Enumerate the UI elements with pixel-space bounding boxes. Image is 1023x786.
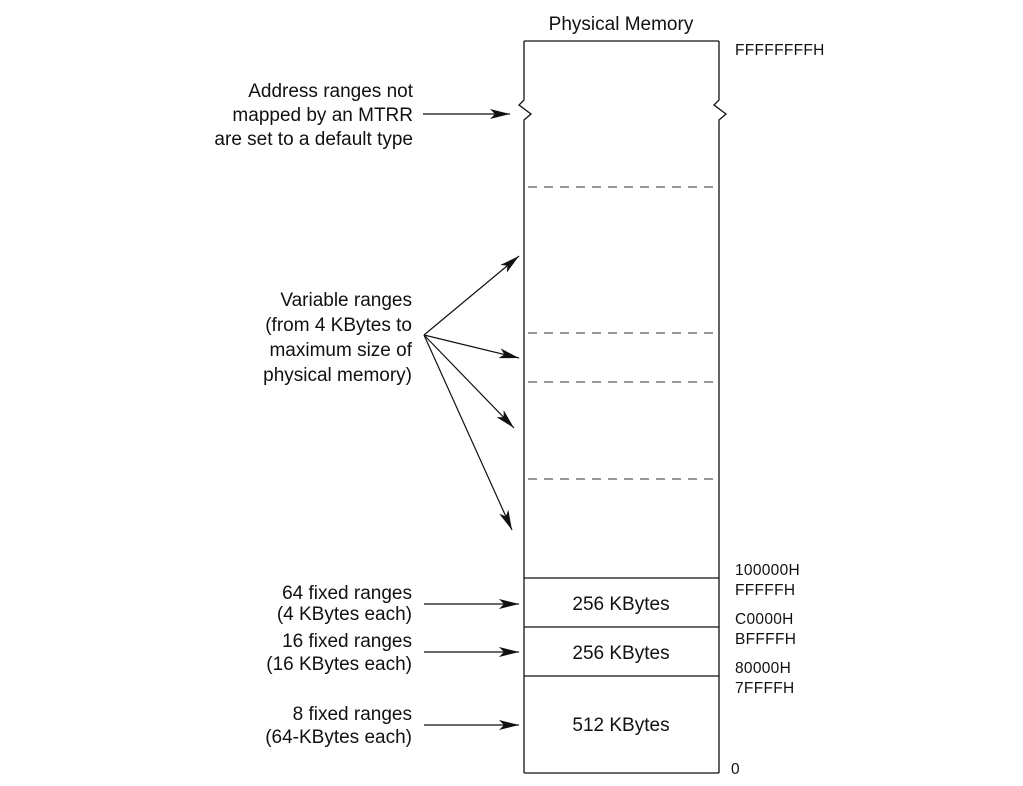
memory-column bbox=[518, 40, 728, 774]
annotation-line: Variable ranges bbox=[280, 290, 412, 311]
block-size-label: 512 KBytes bbox=[572, 715, 669, 736]
fixed16-annotation: 16 fixed ranges (16 KBytes each) bbox=[266, 631, 519, 675]
annotation-line: (from 4 KBytes to bbox=[265, 315, 412, 336]
annotation-line: (4 KBytes each) bbox=[277, 604, 412, 625]
arrow bbox=[423, 255, 520, 336]
fixed8-annotation: 8 fixed ranges (64-KBytes each) bbox=[265, 704, 519, 748]
address-label: 7FFFFH bbox=[735, 680, 795, 697]
address-label: FFFFFFFFH bbox=[735, 42, 825, 59]
diagram-title: Physical Memory bbox=[549, 14, 694, 35]
block-size-label: 256 KBytes bbox=[572, 643, 669, 664]
annotation-line: 16 fixed ranges bbox=[282, 631, 412, 652]
annotation-line: are set to a default type bbox=[214, 129, 413, 150]
arrow bbox=[423, 334, 513, 531]
address-label: C0000H bbox=[735, 611, 794, 628]
variable-ranges-annotation: Variable ranges (from 4 KBytes to maximu… bbox=[263, 255, 520, 531]
variable-range-dividers bbox=[528, 186, 719, 480]
annotation-line: Address ranges not bbox=[248, 81, 413, 102]
address-label: 80000H bbox=[735, 660, 791, 677]
arrow bbox=[423, 334, 515, 429]
address-label: 0 bbox=[731, 761, 740, 778]
block-size-label: 256 KBytes bbox=[572, 594, 669, 615]
fixed-range-dividers bbox=[524, 577, 719, 677]
annotation-line: 64 fixed ranges bbox=[282, 583, 412, 604]
default-type-annotation: Address ranges not mapped by an MTRR are… bbox=[214, 81, 510, 150]
annotation-line: maximum size of bbox=[269, 340, 412, 361]
annotation-line: physical memory) bbox=[263, 365, 412, 386]
address-label: 100000H bbox=[735, 562, 800, 579]
annotation-line: (64-KBytes each) bbox=[265, 727, 412, 748]
address-labels: FFFFFFFFH 100000H FFFFFH C0000H BFFFFH 8… bbox=[731, 42, 825, 778]
fixed64-annotation: 64 fixed ranges (4 KBytes each) bbox=[277, 583, 519, 625]
address-label: BFFFFH bbox=[735, 631, 796, 648]
annotation-line: mapped by an MTRR bbox=[232, 105, 413, 126]
annotation-line: 8 fixed ranges bbox=[293, 704, 412, 725]
annotation-line: (16 KBytes each) bbox=[266, 654, 412, 675]
arrow bbox=[423, 334, 520, 359]
address-label: FFFFFH bbox=[735, 582, 795, 599]
